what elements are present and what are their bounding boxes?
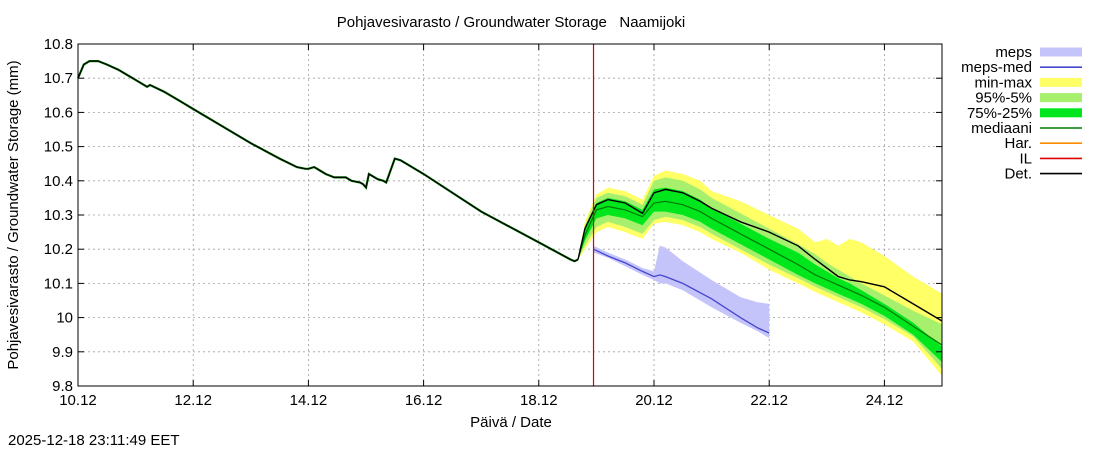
- legend-label-meps_med: meps-med: [961, 59, 1032, 76]
- x-tick-label: 18.12: [520, 392, 558, 409]
- y-tick-label: 9.9: [52, 344, 73, 361]
- observed-median-line: [76, 59, 579, 263]
- y-tick-label: 10.5: [44, 139, 73, 156]
- y-tick-label: 10.8: [44, 36, 73, 53]
- legend-swatch-p95_5: [1040, 93, 1082, 103]
- y-tick-label: 10.1: [44, 275, 73, 292]
- x-tick-label: 16.12: [405, 392, 443, 409]
- axis-ticks: 10.12 12.12 14.12 16.12 18.12 20.12 22.12 24.12…: [44, 36, 942, 409]
- median-line: [577, 200, 943, 346]
- x-tick-label: 22.12: [750, 392, 788, 409]
- y-axis-label: Pohjavesivarasto / Groundwater Storage (…: [5, 60, 22, 369]
- legend-label-median: mediaani: [971, 120, 1032, 137]
- legend-swatch-minmax: [1040, 77, 1082, 87]
- legend-label-p95_5: 95%-5%: [975, 90, 1032, 107]
- legend-label-det: Det.: [1004, 166, 1032, 183]
- observed-line: [77, 60, 579, 262]
- p75-25-band: [578, 187, 942, 363]
- y-tick-label: 10.7: [44, 70, 73, 87]
- chart-title: Pohjavesivarasto / Groundwater Storage N…: [337, 14, 686, 31]
- legend-label-p75_25: 75%-25%: [967, 105, 1032, 122]
- legend-label-meps: meps: [995, 44, 1032, 61]
- forecast-bands: [578, 170, 942, 376]
- x-tick-label: 24.12: [866, 392, 904, 409]
- legend-swatch-meps: [1040, 47, 1082, 57]
- p95-5-band: [578, 177, 942, 369]
- legend-label-il: IL: [1019, 150, 1032, 167]
- x-tick-label: 14.12: [290, 392, 328, 409]
- y-tick-label: 10.2: [44, 241, 73, 258]
- y-tick-label: 10: [56, 310, 73, 327]
- timestamp: 2025-12-18 23:11:49 EET: [8, 432, 180, 449]
- y-tick-label: 10.4: [44, 173, 73, 190]
- meps-med-line: [593, 248, 770, 334]
- legend-label-har: Har.: [1004, 135, 1032, 152]
- x-tick-label: 20.12: [635, 392, 673, 409]
- y-tick-label: 10.3: [44, 207, 73, 224]
- legend: mepsmeps-medmin-max95%-5%75%-25%mediaani…: [961, 44, 1082, 183]
- x-tick-label: 12.12: [174, 392, 212, 409]
- det-forecast-line: [577, 188, 943, 322]
- x-tick-label: 10.12: [59, 392, 97, 409]
- x-axis-label: Päivä / Date: [470, 414, 552, 431]
- legend-label-minmax: min-max: [974, 74, 1032, 91]
- y-tick-label: 9.8: [52, 378, 73, 395]
- plot-area: 10.12 12.12 14.12 16.12 18.12 20.12 22.12 24.12…: [44, 36, 943, 409]
- minmax-band: [578, 170, 942, 376]
- y-tick-label: 10.6: [44, 104, 73, 121]
- grid-lines: [78, 44, 942, 386]
- legend-swatch-p75_25: [1040, 108, 1082, 118]
- series-lines: [76, 44, 943, 386]
- meps-band: [593, 245, 770, 339]
